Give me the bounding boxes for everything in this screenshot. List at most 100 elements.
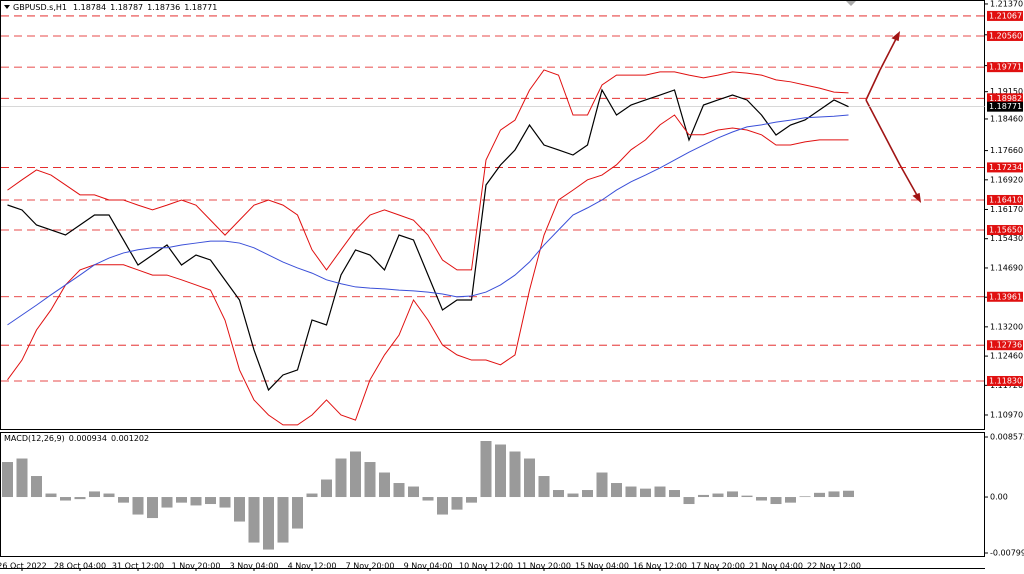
level-label: 1.12736 [989, 341, 1022, 350]
y-tick-label: 1.21370 [990, 0, 1023, 8]
macd-bar [785, 497, 796, 503]
macd-bar [350, 451, 361, 498]
macd-bar [321, 479, 332, 498]
macd-bar [437, 497, 448, 515]
price-line [7, 114, 849, 426]
macd-bar [509, 451, 521, 498]
x-tick-label: 16 Nov 12:00 [633, 562, 687, 571]
macd-bar [31, 476, 42, 498]
y-tick-label: 1.12460 [990, 352, 1023, 361]
macd-bar [698, 494, 709, 498]
level-label: 1.18982 [989, 94, 1022, 103]
x-tick-label: 26 Oct 2022 [0, 562, 47, 571]
arrow-segment [865, 99, 901, 166]
y-tick-label: -0.007991 [990, 548, 1024, 557]
macd-bar [422, 497, 434, 501]
macd-bar [60, 497, 71, 501]
y-tick-label: 1.16920 [990, 175, 1023, 184]
level-label-box [987, 375, 1023, 386]
macd-bar [451, 497, 463, 510]
x-tick-label: 7 Nov 20:00 [346, 562, 395, 571]
y-tick-label: 1.17660 [990, 146, 1023, 155]
macd-bar [625, 486, 637, 498]
macd-bar [292, 497, 303, 529]
macd-bar [248, 497, 260, 543]
level-label-box [987, 291, 1023, 302]
x-tick-label: 31 Oct 12:00 [112, 562, 164, 571]
macd-bar [161, 497, 173, 508]
macd-bar [118, 497, 129, 503]
macd-bar [828, 491, 840, 498]
macd-bar [640, 488, 651, 498]
level-label-box [987, 225, 1023, 236]
macd-bar [611, 483, 622, 498]
chart-header: GBPUSD.s,H1 1.18784 1.18787 1.18736 1.18771 [13, 3, 217, 12]
level-label: 1.13961 [989, 292, 1022, 301]
y-tick-label: 1.13200 [990, 322, 1023, 331]
x-tick-label: 1 Nov 20:00 [172, 562, 221, 571]
level-label: 1.20560 [989, 31, 1022, 40]
macd-bar [45, 493, 57, 498]
macd-bar [2, 462, 13, 498]
macd-bar [466, 497, 477, 503]
macd-bar [16, 458, 28, 498]
macd-bar [205, 497, 216, 505]
y-tick-label: 1.16170 [990, 205, 1023, 214]
macd-bar [799, 496, 811, 498]
arrow-head [912, 192, 922, 203]
level-label-box [987, 340, 1023, 351]
macd-bar [683, 497, 695, 505]
x-tick-label: 4 Nov 12:00 [288, 562, 337, 571]
level-label-box [987, 162, 1023, 173]
x-tick-label: 17 Nov 20:00 [691, 562, 745, 571]
x-tick-label: 3 Nov 04:00 [230, 562, 279, 571]
macd-bar [219, 497, 231, 508]
x-tick-label: 22 Nov 12:00 [807, 562, 861, 571]
y-tick-label: 1.15430 [990, 234, 1023, 243]
macd-bar [306, 493, 318, 498]
last-price-label: 1.18771 [989, 102, 1022, 111]
level-label-box [987, 10, 1023, 21]
macd-bar [814, 492, 825, 498]
level-label-box [987, 30, 1023, 41]
x-tick-label: 15 Nov 04:00 [575, 562, 629, 571]
menu-icon[interactable] [4, 5, 10, 9]
arrow-segment [865, 69, 881, 101]
x-tick-label: 11 Nov 20:00 [517, 562, 571, 571]
level-label-box [987, 194, 1023, 205]
level-label: 1.15650 [989, 226, 1022, 235]
x-tick-label: 10 Nov 12:00 [459, 562, 513, 571]
y-tick-label: 1.19150 [990, 87, 1023, 96]
x-tick-label: 9 Nov 04:00 [404, 562, 453, 571]
macd-bar [567, 493, 579, 498]
macd-bar [538, 476, 550, 498]
macd-bar [147, 497, 158, 519]
forecast-arrows [865, 31, 922, 203]
macd-header: MACD(12,26,9) 0.000934 0.001202 [4, 434, 149, 443]
y-tick-label: 1.18460 [990, 114, 1023, 123]
level-label: 1.17234 [989, 163, 1022, 172]
macd-bar [480, 441, 492, 498]
price-line [7, 114, 849, 326]
macd-bar [408, 486, 419, 498]
macd-bar [103, 493, 115, 498]
level-label-box [987, 93, 1023, 104]
x-tick-label: 21 Nov 04:00 [749, 562, 803, 571]
last-price-box [987, 101, 1023, 112]
macd-bar [770, 497, 782, 505]
macd-bar [843, 490, 854, 498]
macd-bar [756, 497, 767, 501]
price-line [7, 88, 849, 392]
arrow-head [891, 31, 901, 42]
main-panel [0, 0, 985, 430]
macd-bar [669, 490, 680, 498]
macd-bar [582, 490, 593, 498]
macd-bar [277, 497, 289, 543]
arrow-segment [899, 164, 919, 198]
macd-bar [263, 497, 274, 550]
y-tick-label: 1.14690 [990, 263, 1023, 272]
macd-bar [524, 458, 535, 498]
macd-bar [190, 497, 202, 506]
shift-marker [846, 1, 856, 6]
